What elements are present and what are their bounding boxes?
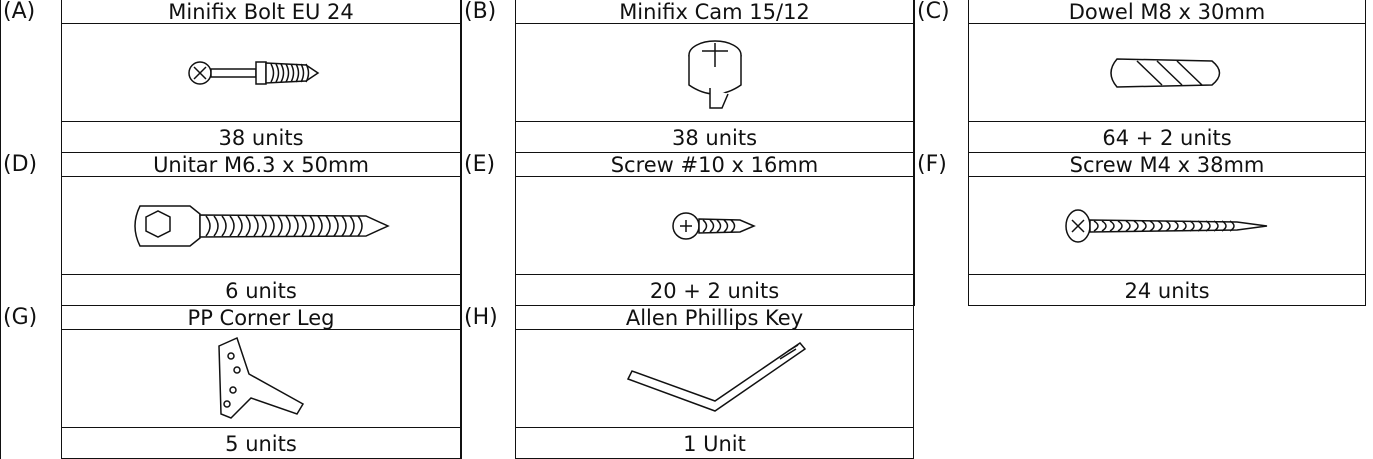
item-letter: (F) [914,153,968,306]
item-image [969,24,1365,122]
item-letter: (B) [461,0,515,153]
item-box: Screw M4 x 38mm 24 units [968,153,1366,306]
item-letter: (D) [0,153,61,306]
part-icon [188,60,320,85]
item-count: 64 + 2 units [969,122,1365,153]
part-icon [218,336,305,419]
item-count: 1 Unit [516,428,913,459]
item-name: Screw #10 x 16mm [516,153,913,177]
item-name: Screw M4 x 38mm [969,153,1365,177]
item-name: Allen Phillips Key [516,306,913,330]
part-icon [1110,57,1221,88]
item-image [516,330,913,428]
item-box: Minifix Cam 15/12 38 units [515,0,914,153]
item-image [62,177,460,275]
item-box: Screw #10 x 16mm 20 + 2 units [515,153,914,306]
item-image [62,330,460,428]
item-image [516,177,913,275]
item-box: Dowel M8 x 30mm 64 + 2 units [968,0,1366,153]
part-icon [134,204,390,247]
item-name: Dowel M8 x 30mm [969,0,1365,24]
item-count: 38 units [516,122,913,153]
item-count: 38 units [62,122,460,153]
item-box: Allen Phillips Key 1 Unit [515,306,914,459]
part-icon [671,211,756,240]
item-count: 6 units [62,275,460,306]
item-letter: (C) [914,0,968,153]
part-icon [1065,208,1268,243]
item-name: Unitar M6.3 x 50mm [62,153,460,177]
item-count: 24 units [969,275,1365,306]
item-box: Minifix Bolt EU 24 38 units [61,0,461,153]
item-letter: (H) [461,306,515,459]
item-image [969,177,1365,275]
item-count: 20 + 2 units [516,275,913,306]
item-count: 5 units [62,428,460,459]
item-name: Minifix Bolt EU 24 [62,0,460,24]
item-name: PP Corner Leg [62,306,460,330]
part-icon [626,341,806,412]
part-icon [687,39,742,109]
item-image [516,24,913,122]
item-name: Minifix Cam 15/12 [516,0,913,24]
item-letter: (E) [461,153,515,306]
item-image [62,24,460,122]
item-letter: (G) [0,306,61,459]
item-letter: (A) [0,0,61,153]
item-box: PP Corner Leg 5 units [61,306,461,459]
item-box: Unitar M6.3 x 50mm 6 units [61,153,461,306]
